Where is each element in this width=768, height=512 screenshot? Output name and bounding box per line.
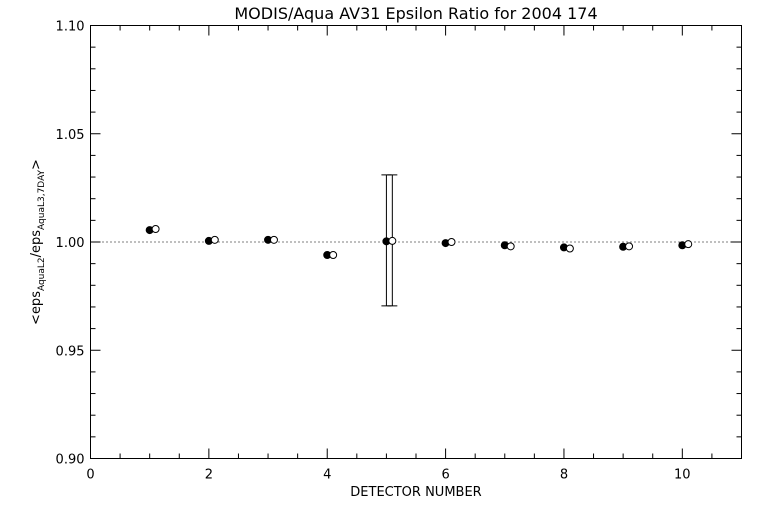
y-label-prefix: <eps (29, 291, 44, 325)
x-axis-label: DETECTOR NUMBER (350, 485, 481, 500)
y-label-middle: /eps (29, 230, 44, 258)
data-point-open (684, 240, 693, 249)
y-label-sub2: AquaL3,7DAY (37, 169, 47, 229)
data-point-open (625, 242, 634, 251)
y-tick-label: 1.05 (56, 128, 85, 143)
x-tick-label: 6 (441, 468, 449, 483)
data-point-open (329, 250, 338, 259)
y-axis-label: <epsAquaL2/epsAquaL3,7DAY> (29, 159, 47, 325)
y-tick-label: 1.10 (56, 20, 85, 35)
x-tick-label: 4 (323, 468, 331, 483)
y-label-suffix: > (29, 159, 44, 170)
y-tick-label: 0.95 (56, 344, 85, 359)
x-axis: 0 2 4 6 8 10 (86, 25, 742, 483)
data-point-open (151, 225, 160, 234)
data-point-open (565, 244, 574, 253)
data-point-open (506, 242, 515, 251)
y-axis: 0.90 0.95 1.00 1.05 1.10 (56, 20, 742, 468)
data-point-open (269, 235, 278, 244)
x-tick-label: 10 (674, 468, 691, 483)
data-point-open (210, 235, 219, 244)
y-tick-label: 1.00 (56, 236, 85, 251)
data-point-open (388, 236, 397, 245)
data-points (145, 225, 693, 259)
x-tick-label: 0 (86, 468, 94, 483)
y-label-sub1: AquaL2 (37, 257, 47, 291)
x-tick-label: 2 (205, 468, 213, 483)
chart-title: MODIS/Aqua AV31 Epsilon Ratio for 2004 1… (234, 4, 597, 23)
data-point-open (447, 238, 456, 246)
x-tick-label: 8 (560, 468, 568, 483)
y-tick-label: 0.90 (56, 453, 85, 468)
plot-frame (90, 25, 742, 459)
